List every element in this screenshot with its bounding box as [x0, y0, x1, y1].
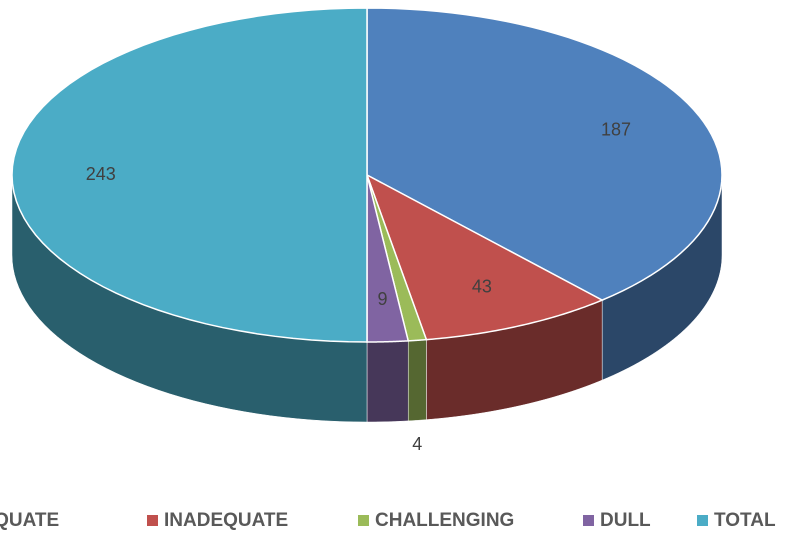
data-label: 43 [472, 277, 492, 297]
pie-slice [11, 7, 368, 343]
pie-side [407, 339, 427, 422]
pie-slice [365, 173, 604, 341]
legend-marker [147, 515, 158, 526]
legend-label: TOTAL [714, 510, 776, 531]
legend-label: DULL [600, 510, 651, 531]
pie-slice [366, 7, 723, 301]
data-label: 4 [412, 434, 422, 454]
data-label: 9 [377, 289, 387, 309]
legend-marker [583, 515, 594, 526]
pie-side [366, 340, 409, 423]
legend-label: INADEQUATE [164, 510, 288, 531]
pie-slice [366, 174, 428, 342]
data-label: 243 [86, 164, 116, 184]
legend-marker [697, 515, 708, 526]
legend-label: ADEQUATE [0, 510, 59, 531]
data-label: 187 [601, 119, 631, 139]
legend-marker [358, 515, 369, 526]
legend-label: CHALLENGING [375, 510, 514, 531]
pie-slice [366, 174, 410, 343]
